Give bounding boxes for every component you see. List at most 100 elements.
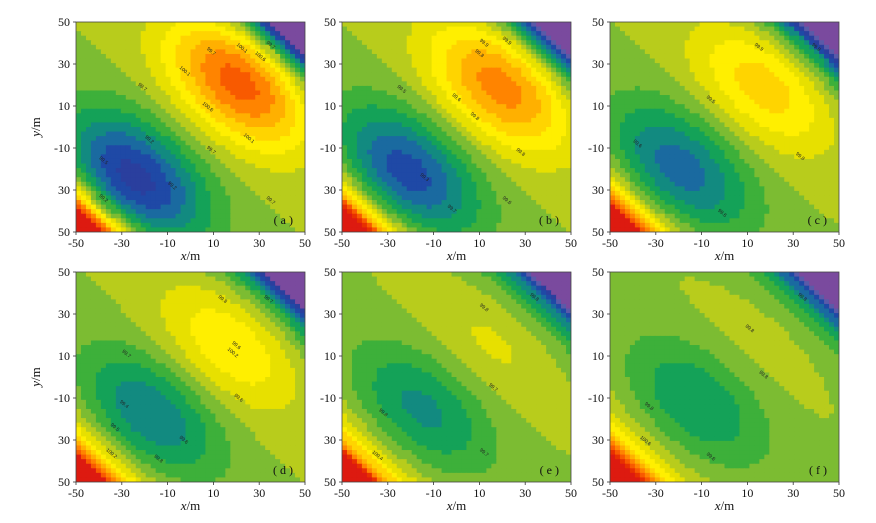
contour-cell [85,218,92,224]
contour-cell [225,136,231,142]
contour-cell [110,213,117,219]
y-tick-label: 50 [58,15,70,29]
contour-cell [501,63,507,69]
contour-cell [829,40,835,46]
contour-cell [185,76,192,82]
contour-cell [366,26,373,32]
contour-cell [295,177,301,183]
contour-cell [734,63,741,69]
contour-cell [225,44,231,50]
contour-cell [391,108,398,114]
contour-cell [511,222,517,229]
contour-cell [431,172,438,178]
contour-cell [145,22,152,28]
contour-cell [436,90,443,96]
contour-cell [356,26,363,32]
contour-cell [401,99,408,105]
contour-cell [541,227,547,232]
contour-cell [170,72,177,78]
contour-cell [491,99,497,105]
contour-cell [610,44,616,50]
contour-cell [566,222,571,229]
contour-cell [215,218,221,224]
contour-cell [819,49,825,55]
contour-cell [195,99,202,105]
contour-cell [120,154,127,160]
contour-cell [140,44,147,50]
contour-cell [754,26,760,32]
contour-cell [225,163,231,169]
contour-cell [76,85,82,92]
contour-cell [155,195,162,201]
contour-cell [541,181,547,187]
contour-cell [366,158,373,165]
contour-cell [155,81,162,87]
contour-cell [285,222,291,229]
contour-cell [724,67,731,73]
contour-cell [674,72,681,78]
contour-cell [85,99,92,105]
contour-cell [809,22,815,28]
contour-cell [300,186,305,192]
contour-cell [285,72,291,78]
contour-cell [100,53,107,60]
contour-cell [76,218,82,224]
contour-cell [381,117,388,124]
contour-cell [566,58,571,64]
contour-cell [794,85,800,92]
contour-cell [155,108,162,114]
contour-cell [421,22,428,28]
contour-cell [456,222,463,229]
contour-cell [155,209,162,215]
contour-cell [779,63,785,69]
contour-cell [546,145,552,151]
contour-cell [426,44,433,50]
contour-cell [381,158,388,165]
contour-cell [416,177,423,183]
contour-cell [346,117,353,124]
contour-cell [356,154,363,160]
contour-cell [205,136,212,142]
contour-cell [295,44,301,50]
contour-cell [406,181,413,187]
contour-cell [556,67,562,73]
contour-cell [210,131,216,137]
contour-cell [361,209,368,215]
contour-cell [431,131,438,137]
contour-cell [694,81,701,87]
contour-cell [471,31,478,37]
contour-cell [140,49,147,55]
contour-cell [481,181,487,187]
contour-cell [654,44,661,50]
contour-cell [250,90,256,96]
contour-label: 99.7 [137,82,148,93]
contour-cell [230,31,236,37]
contour-cell [391,209,398,215]
contour-cell [531,117,537,124]
contour-cell [290,158,296,165]
contour-cell [526,85,532,92]
contour-cell [556,53,562,60]
contour-cell [566,99,571,105]
contour-cell [521,90,527,96]
contour-cell [190,76,197,82]
contour-cell [441,149,448,155]
contour-cell [634,35,641,41]
contour-cell [130,90,137,96]
contour-cell [205,90,212,96]
contour-cell [396,108,403,114]
contour-cell [561,122,567,128]
contour-cell [195,158,202,165]
contour-cell [744,22,750,28]
contour-cell [180,136,187,142]
contour-cell [506,113,512,119]
contour-cell [451,44,458,50]
contour-cell [396,181,403,187]
contour-cell [804,58,810,64]
contour-cell [541,31,547,37]
contour-cell [794,63,800,69]
contour-cell [150,44,157,50]
contour-cell [511,22,517,28]
contour-cell [441,218,448,224]
contour-cell [496,90,502,96]
